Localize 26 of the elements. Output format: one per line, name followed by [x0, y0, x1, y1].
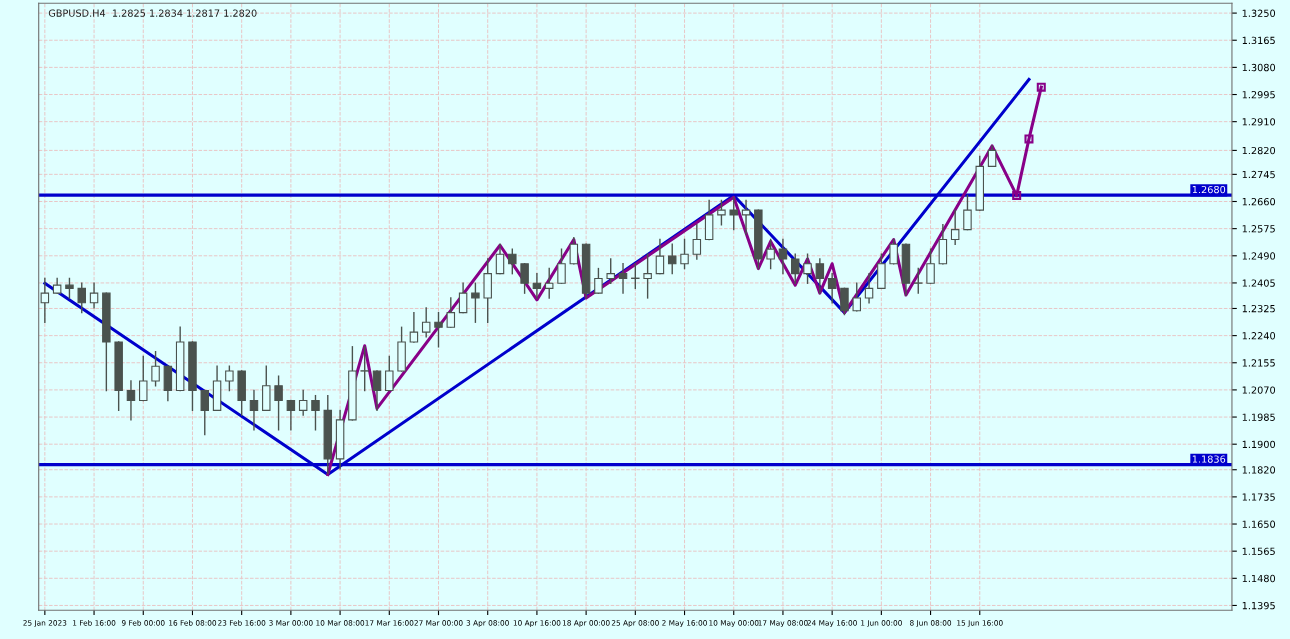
y-tick-label: 1.1900 — [1242, 440, 1276, 449]
y-tick-label: 1.2490 — [1242, 252, 1276, 260]
y-tick-label: 1.3250 — [1242, 9, 1276, 17]
y-tick-label: 1.2240 — [1242, 332, 1276, 340]
y-tick-label: 1.2575 — [1242, 225, 1275, 233]
text: GBPUSD.H4 1.2825 1.2834 1.2817 1.2820 — [48, 9, 257, 17]
y-tick-label: 1.1650 — [1242, 520, 1276, 528]
y-tick-label: 1.1565 — [1242, 547, 1275, 555]
y-tick-label: 1.1735 — [1242, 493, 1275, 501]
y-tick-label: 1.2820 — [1242, 146, 1276, 155]
y-tick-label: 1.2910 — [1242, 118, 1276, 126]
y-tick-label: 1.2745 — [1242, 170, 1275, 179]
y-tick-label: 1.3080 — [1242, 63, 1276, 72]
ref-line-label: 1.2680 — [1192, 185, 1226, 194]
y-tick-label: 1.1480 — [1242, 574, 1276, 583]
y-tick-label: 1.2070 — [1242, 386, 1276, 394]
y-tick-label: 1.2405 — [1242, 279, 1275, 287]
y-tick-label: 1.1820 — [1242, 466, 1276, 474]
y-tick-label: 1.2155 — [1242, 359, 1275, 367]
y-tick-label: 1.1395 — [1242, 601, 1275, 610]
y-tick-label: 1.2325 — [1242, 304, 1275, 313]
ref-line-label: 1.1836 — [1192, 455, 1226, 463]
y-tick-label: 1.2660 — [1242, 197, 1276, 206]
y-tick-label: 1.1985 — [1242, 413, 1275, 421]
y-tick-label: 1.3165 — [1242, 36, 1275, 45]
y-tick-label: 1.2995 — [1242, 91, 1275, 99]
